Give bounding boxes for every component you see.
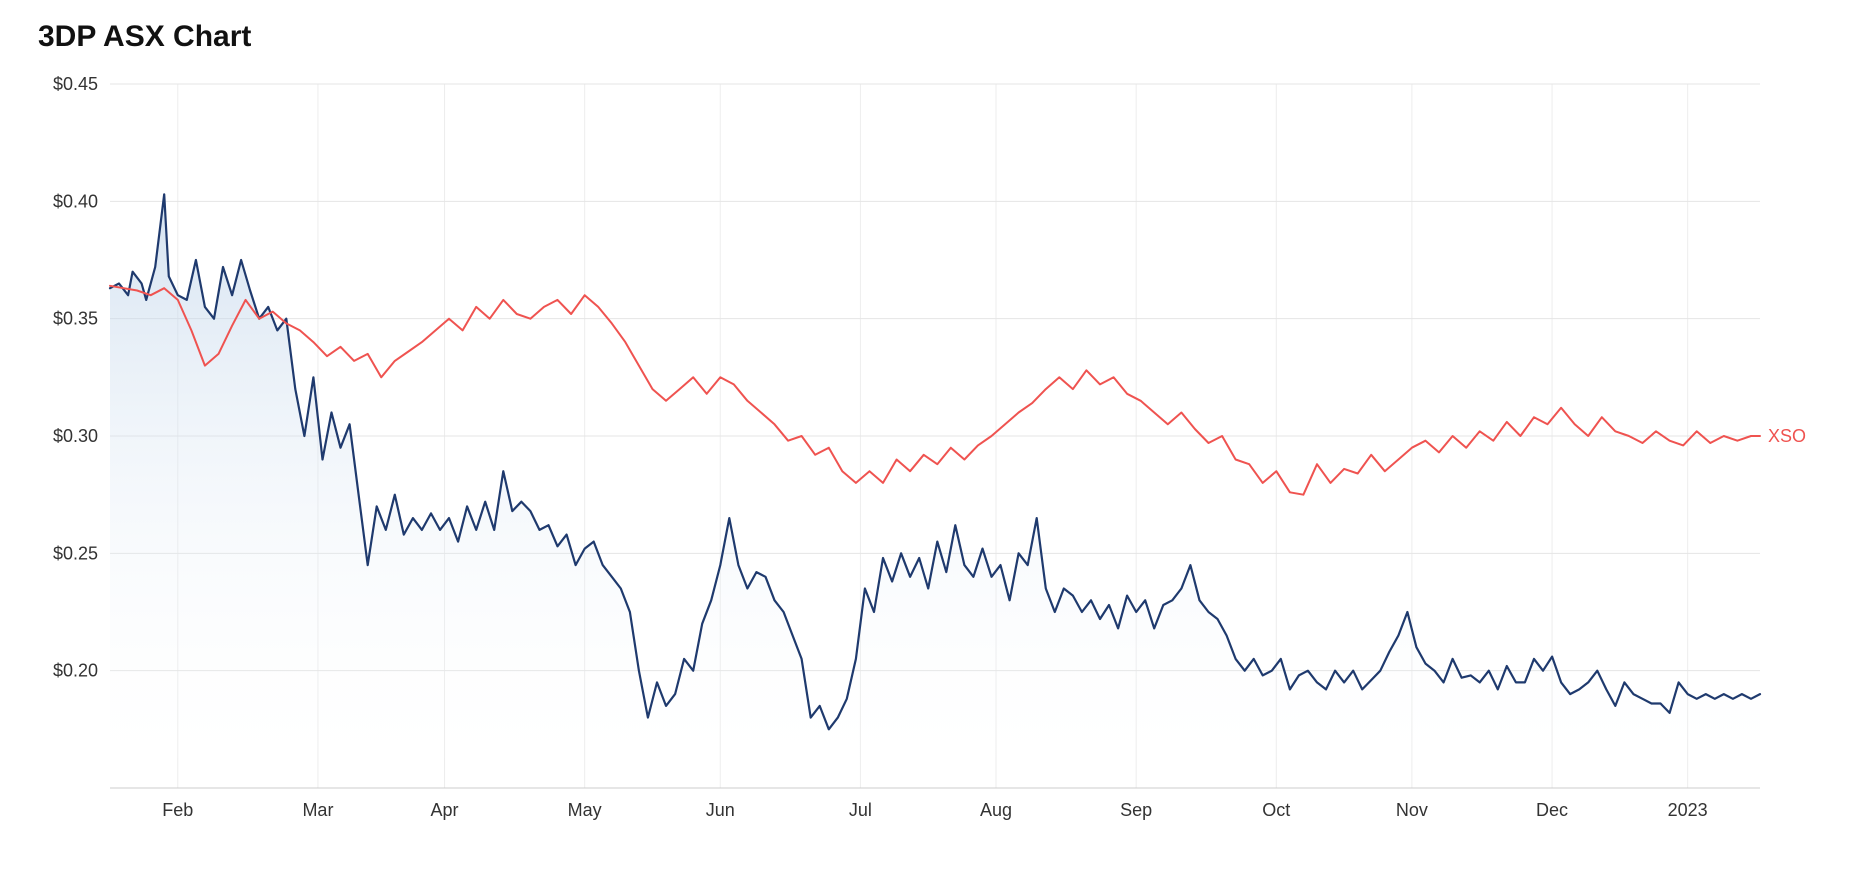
chart-container: $0.20 $0.25 $0.30 $0.35 $0.40 $0.45 Feb Mar Apr M… (30, 74, 1820, 838)
y-tick-label: $0.20 (53, 661, 98, 681)
y-tick-label: $0.45 (53, 74, 98, 94)
x-tick-label: Nov (1396, 800, 1428, 820)
chart-page: 3DP ASX Chart $0.20$0.25$0.30$0.35$0.40$… (0, 0, 1850, 874)
x-tick-label: Dec (1536, 800, 1568, 820)
y-tick-label: $0.25 (53, 543, 98, 563)
chart-title: 3DP ASX Chart (38, 20, 1820, 54)
x-tick-label: Apr (431, 800, 459, 820)
y-tick-label: $0.35 (53, 309, 98, 329)
x-tick-label: Jul (849, 800, 872, 820)
y-tick-label: $0.30 (53, 426, 98, 446)
x-tick-label: May (568, 800, 602, 820)
price-chart: $0.20 $0.25 $0.30 $0.35 $0.40 $0.45 Feb Mar Apr M… (30, 74, 1820, 838)
x-tick-label: Oct (1262, 800, 1290, 820)
x-tick-label: Aug (980, 800, 1012, 820)
x-tick-label: Sep (1120, 800, 1152, 820)
x-tick-label: 2023 (1668, 800, 1708, 820)
x-tick-label: Mar (302, 800, 333, 820)
x-tick-label: Feb (162, 800, 193, 820)
y-tick-label: $0.40 (53, 191, 98, 211)
series-label-XSO: XSO (1768, 426, 1806, 446)
series-line-XSO (110, 286, 1760, 495)
x-tick-label: Jun (706, 800, 735, 820)
